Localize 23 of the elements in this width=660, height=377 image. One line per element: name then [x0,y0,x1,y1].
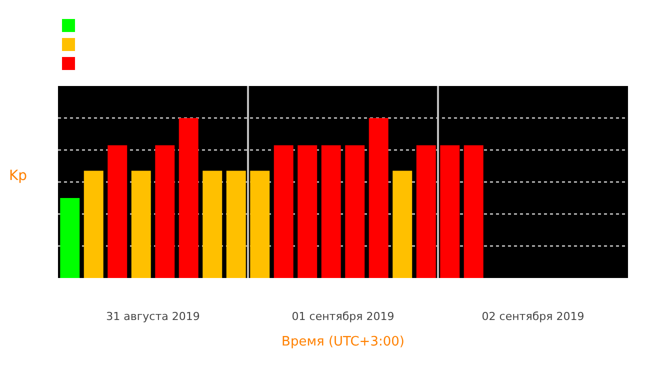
x-tick-label: 02 сентября 2019 [482,310,584,323]
y-axis-title: Kp [9,168,28,184]
bar [321,145,341,278]
x-axis-title: Время (UTC+3:00) [282,334,404,350]
bar [368,118,388,278]
bar [464,145,484,278]
bar [274,145,294,278]
x-tick-label: 01 сентября 2019 [292,310,394,323]
bar [440,145,460,278]
bar [108,145,128,278]
bar [131,170,151,278]
bar [84,170,104,278]
bar [155,145,175,278]
bar [416,145,436,278]
bar [345,145,365,278]
bar [202,170,222,278]
bar [226,170,246,278]
bar [60,198,80,278]
bar [392,170,412,278]
x-tick-label: 31 августа 2019 [106,310,200,323]
bar [178,118,198,278]
bar [298,145,318,278]
bar [250,170,270,278]
